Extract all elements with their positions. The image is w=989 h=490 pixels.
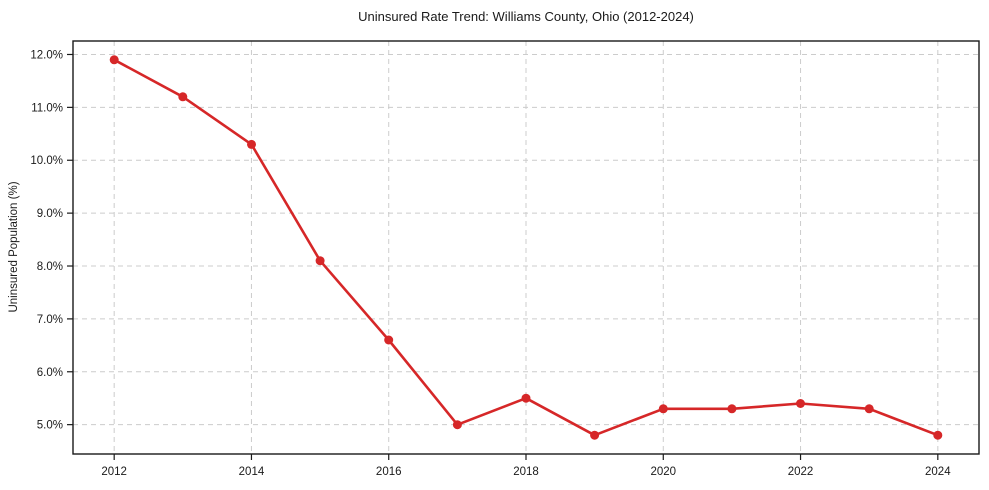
x-tick-label: 2016 [376, 466, 402, 478]
x-tick-label: 2018 [513, 466, 539, 478]
x-tick-label: 2014 [239, 466, 265, 478]
x-tick-label: 2012 [101, 466, 127, 478]
x-tick-label: 2020 [650, 466, 676, 478]
y-tick-label: 9.0% [37, 208, 63, 220]
y-tick-label: 5.0% [37, 420, 63, 432]
data-point [384, 335, 394, 345]
data-point [109, 55, 119, 65]
data-point [247, 139, 256, 149]
y-tick-label: 11.0% [31, 102, 63, 114]
y-tick-label: 12.0% [30, 49, 63, 61]
data-point [658, 404, 668, 414]
chart-title: Uninsured Rate Trend: Williams County, O… [358, 9, 694, 24]
x-tick-label: 2024 [925, 466, 951, 478]
data-point [315, 256, 325, 266]
x-tick-label: 2022 [788, 466, 814, 478]
y-tick-label: 7.0% [37, 314, 63, 326]
data-point [864, 404, 874, 414]
data-point [933, 430, 943, 440]
data-point [521, 393, 531, 403]
data-point [796, 399, 805, 408]
y-tick-label: 10.0% [30, 155, 63, 167]
data-point [452, 420, 462, 430]
data-point [590, 430, 600, 440]
data-point [727, 404, 737, 414]
y-tick-label: 6.0% [37, 367, 63, 379]
y-tick-label: 8.0% [37, 261, 63, 273]
data-point [178, 92, 188, 102]
